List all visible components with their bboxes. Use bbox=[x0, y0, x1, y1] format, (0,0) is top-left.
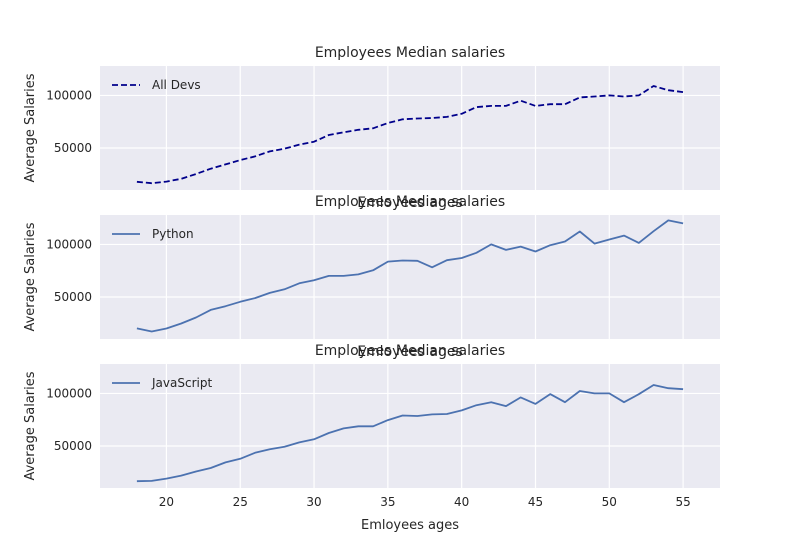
panel-3: 50000 100000 Average Salaries Employees Med… bbox=[23, 343, 720, 509]
x-tick-label: 30 bbox=[306, 495, 321, 509]
y-tick-label: 100000 bbox=[46, 237, 92, 251]
y-tick-label: 50000 bbox=[54, 290, 92, 304]
x-tick-label: 40 bbox=[454, 495, 469, 509]
y-tick-label: 100000 bbox=[46, 88, 92, 102]
overlapping-x-label: Emloyees ages bbox=[357, 195, 463, 211]
legend: All Devs bbox=[112, 78, 201, 92]
panel-2: 50000 100000 Average Salaries Employees Med… bbox=[23, 194, 720, 360]
x-tick-label: 35 bbox=[380, 495, 395, 509]
panel-title: Employees Median salaries bbox=[315, 343, 505, 359]
x-tick-label: 25 bbox=[233, 495, 248, 509]
series-line-javascript bbox=[136, 384, 684, 483]
panel-title: Employees Median salaries bbox=[315, 45, 505, 61]
y-axis-label: Average Salaries bbox=[23, 371, 38, 480]
x-tick-label: 50 bbox=[602, 495, 617, 509]
legend-label: Python bbox=[152, 227, 194, 241]
plot-background bbox=[100, 66, 720, 190]
series-line-all-devs bbox=[136, 85, 684, 185]
panel-1: 50000 100000 Average Salaries Employees Med… bbox=[23, 45, 720, 211]
x-tick-label: 55 bbox=[675, 495, 690, 509]
legend-label: JavaScript bbox=[151, 376, 212, 390]
y-axis-label: Average Salaries bbox=[23, 222, 38, 331]
overlapping-x-label: Emloyees ages bbox=[357, 344, 463, 360]
legend-label: All Devs bbox=[152, 78, 201, 92]
y-tick-label: 50000 bbox=[54, 439, 92, 453]
x-tick-label: 20 bbox=[159, 495, 174, 509]
panel-title: Employees Median salaries bbox=[315, 194, 505, 210]
x-tick-label: 45 bbox=[528, 495, 543, 509]
series-line-python bbox=[136, 219, 684, 333]
y-tick-label: 100000 bbox=[46, 386, 92, 400]
plot-background bbox=[100, 215, 720, 339]
plot-background bbox=[100, 364, 720, 488]
y-tick-label: 50000 bbox=[54, 141, 92, 155]
legend: JavaScript bbox=[112, 376, 212, 390]
y-axis-label: Average Salaries bbox=[23, 73, 38, 182]
x-axis-label: Emloyees ages bbox=[361, 518, 459, 533]
legend: Python bbox=[112, 227, 194, 241]
panels: 50000 100000 Average Salaries Employees Med… bbox=[23, 45, 720, 509]
